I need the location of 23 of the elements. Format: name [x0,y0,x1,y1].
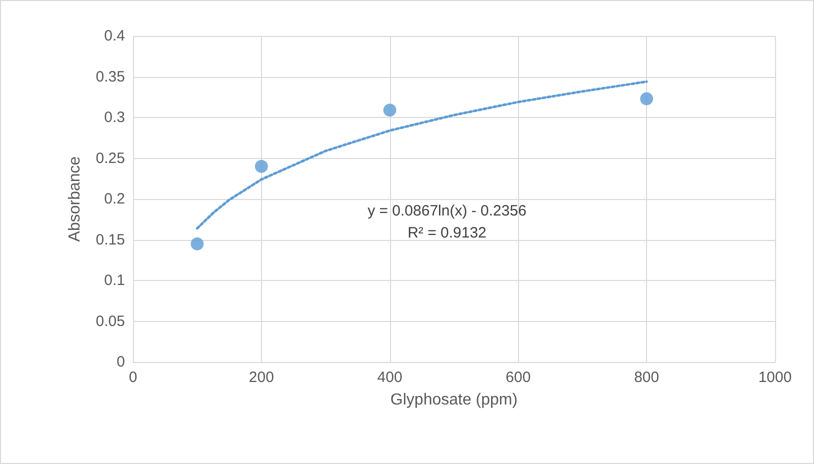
y-tick-label: 0.2 [104,190,125,208]
point [640,92,654,106]
y-tick-label: 0.35 [96,68,125,86]
x-tick-label: 200 [248,369,274,386]
y-tick-label: 0.1 [104,272,125,289]
point [190,237,204,250]
x-tick-label: 0 [128,369,138,386]
point [383,104,396,117]
x-tick-label: 800 [634,369,660,386]
x-axis-title: Glyphosate (ppm) [390,392,518,408]
x-tick-label: 400 [377,369,402,386]
y-tick-label: 0.3 [104,109,125,126]
annotation: y = 0.0867ln(x) - 0.2356 [368,202,526,220]
y-axis-title: Absorbance [66,156,84,242]
y-tick-label: 0.25 [96,150,125,167]
x-tick-label: 600 [506,369,531,386]
x-tick-label: 1000 [758,369,792,386]
y-tick-label: 0.15 [96,231,125,248]
y-tick-label: 0 [116,354,125,370]
point [254,160,268,173]
y-tick-label: 0.4 [104,28,125,44]
y-tick-label: 0.05 [96,312,125,330]
annotation: R² = 0.9132 [408,224,486,242]
